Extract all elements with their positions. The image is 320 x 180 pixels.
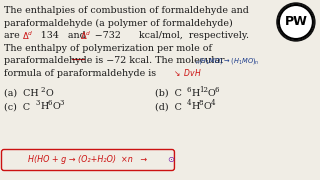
- Text: 12: 12: [199, 86, 208, 93]
- Text: O: O: [208, 89, 216, 98]
- Text: $\Delta^d$: $\Delta^d$: [80, 30, 92, 42]
- Text: (a)  CH: (a) CH: [4, 89, 39, 98]
- Text: 6: 6: [215, 86, 220, 93]
- Text: $\Delta^d$: $\Delta^d$: [22, 30, 34, 42]
- Text: H: H: [41, 102, 49, 111]
- Text: 4: 4: [211, 99, 215, 107]
- Text: formula of paraformaldehyde is: formula of paraformaldehyde is: [4, 69, 156, 78]
- Text: 4: 4: [187, 99, 191, 107]
- Text: O: O: [204, 102, 212, 111]
- Text: 3: 3: [60, 99, 64, 107]
- Text: O: O: [46, 89, 54, 98]
- Text: H: H: [192, 89, 200, 98]
- Text: 6: 6: [187, 86, 191, 93]
- Text: PW: PW: [284, 15, 307, 28]
- Text: H(HO + g → (O₂+H₂O)  ×n   →: H(HO + g → (O₂+H₂O) ×n →: [28, 154, 148, 163]
- Text: 8: 8: [199, 99, 204, 107]
- Text: The enthalpy of polymerization per mole of: The enthalpy of polymerization per mole …: [4, 44, 212, 53]
- Text: O: O: [53, 102, 61, 111]
- Text: 6: 6: [48, 99, 52, 107]
- Text: paraformaldehyde (a polymer of formaldehyde): paraformaldehyde (a polymer of formaldeh…: [4, 19, 233, 28]
- Text: $\searrow$ DvH: $\searrow$ DvH: [172, 66, 202, 78]
- Text: $_n(H_1MO)\rightarrow(H_1MO)_n$: $_n(H_1MO)\rightarrow(H_1MO)_n$: [195, 56, 260, 66]
- Text: are       134   and   −732      kcal/mol,  respectively.: are 134 and −732 kcal/mol, respectively.: [4, 31, 249, 40]
- Text: ⊙: ⊙: [167, 154, 174, 163]
- Text: H: H: [192, 102, 200, 111]
- Text: 3: 3: [36, 99, 40, 107]
- Text: paraformaldehyde is −72 kcal. The molecular: paraformaldehyde is −72 kcal. The molecu…: [4, 56, 225, 65]
- Circle shape: [279, 5, 313, 39]
- Text: 2: 2: [41, 86, 45, 93]
- Text: The enthalpies of combustion of formaldehyde and: The enthalpies of combustion of formalde…: [4, 6, 249, 15]
- Circle shape: [277, 3, 315, 41]
- Text: (c)  C: (c) C: [4, 102, 30, 111]
- Text: (d)  C: (d) C: [155, 102, 182, 111]
- Text: (b)  C: (b) C: [155, 89, 182, 98]
